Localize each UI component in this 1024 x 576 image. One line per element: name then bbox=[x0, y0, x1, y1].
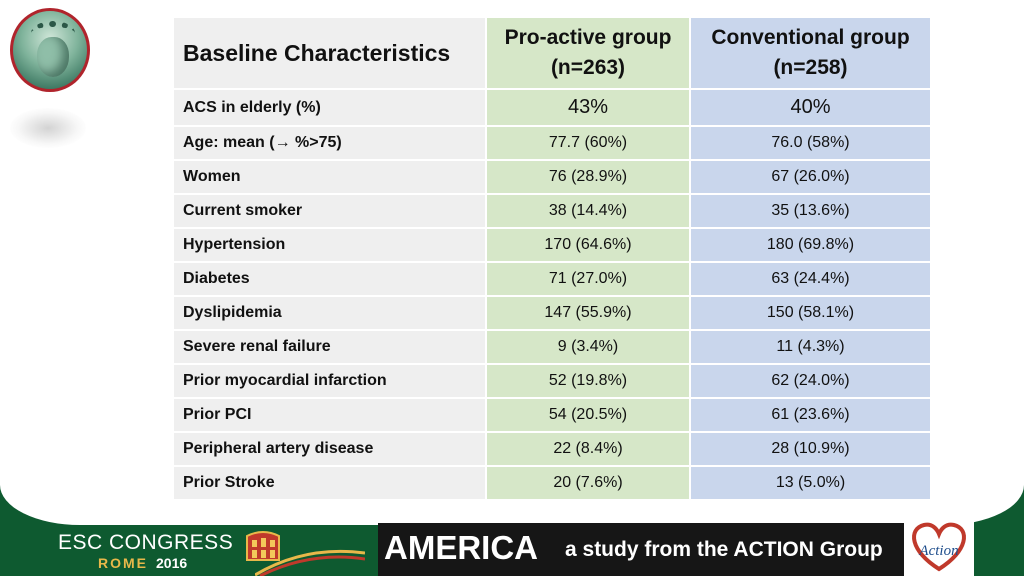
study-name: AMERICA bbox=[384, 529, 538, 566]
statue-of-liberty-logo bbox=[10, 8, 90, 92]
conventional-value: 76.0 (58%) bbox=[689, 125, 932, 161]
conventional-value: 35 (13.6%) bbox=[689, 193, 932, 229]
proactive-value: 77.7 (60%) bbox=[485, 125, 691, 161]
proactive-value: 9 (3.4%) bbox=[485, 329, 691, 365]
table-row: Prior Stroke 20 (7.6%) 13 (5.0%) bbox=[172, 465, 932, 501]
statue-crown-shape bbox=[31, 21, 75, 45]
colosseum-icon bbox=[246, 531, 280, 561]
proactive-value: 54 (20.5%) bbox=[485, 397, 691, 433]
row-label: Dyslipidemia bbox=[172, 295, 487, 331]
table-row: Women 76 (28.9%) 67 (26.0%) bbox=[172, 159, 932, 195]
table-row: Hypertension 170 (64.6%) 180 (69.8%) bbox=[172, 227, 932, 263]
header-characteristic: Baseline Characteristics bbox=[172, 16, 487, 90]
row-label: Prior PCI bbox=[172, 397, 487, 433]
conventional-value: 67 (26.0%) bbox=[689, 159, 932, 195]
header-conventional-title: Conventional group bbox=[711, 26, 910, 49]
proactive-value: 38 (14.4%) bbox=[485, 193, 691, 229]
table-row: Diabetes 71 (27.0%) 63 (24.4%) bbox=[172, 261, 932, 297]
proactive-value: 52 (19.8%) bbox=[485, 363, 691, 399]
table-row: Prior PCI 54 (20.5%) 61 (23.6%) bbox=[172, 397, 932, 433]
conventional-value: 63 (24.4%) bbox=[689, 261, 932, 297]
conventional-value: 13 (5.0%) bbox=[689, 465, 932, 501]
study-tagline: a study from the ACTION Group bbox=[565, 538, 883, 561]
conventional-value: 180 (69.8%) bbox=[689, 227, 932, 263]
conventional-value: 40% bbox=[689, 88, 932, 127]
header-proactive-n: (n=263) bbox=[550, 56, 626, 79]
conventional-value: 150 (58.1%) bbox=[689, 295, 932, 331]
table-row: Peripheral artery disease 22 (8.4%) 28 (… bbox=[172, 431, 932, 467]
row-label: Women bbox=[172, 159, 487, 195]
conventional-value: 11 (4.3%) bbox=[689, 329, 932, 365]
row-label: ACS in elderly (%) bbox=[172, 88, 487, 127]
row-label: Age: mean (→ %>75) bbox=[172, 125, 487, 161]
congress-year: 2016 bbox=[156, 555, 188, 571]
statue-face-shape bbox=[37, 37, 69, 77]
table-row: ACS in elderly (%) 43% 40% bbox=[172, 88, 932, 127]
proactive-value: 170 (64.6%) bbox=[485, 227, 691, 263]
header-conventional-n: (n=258) bbox=[773, 56, 848, 79]
conventional-value: 28 (10.9%) bbox=[689, 431, 932, 467]
proactive-value: 20 (7.6%) bbox=[485, 465, 691, 501]
row-label: Severe renal failure bbox=[172, 329, 487, 365]
study-title-bar: AMERICA a study from the ACTION Group bbox=[378, 523, 904, 576]
slide-content: Baseline Characteristics Pro-active grou… bbox=[0, 0, 1024, 525]
esc-congress-logo: ESC CONGRESS ROME 2016 bbox=[58, 531, 233, 571]
proactive-value: 22 (8.4%) bbox=[485, 431, 691, 467]
row-label: Diabetes bbox=[172, 261, 487, 297]
proactive-value: 147 (55.9%) bbox=[485, 295, 691, 331]
row-label: Prior myocardial infarction bbox=[172, 363, 487, 399]
header-conventional-group: Conventional group (n=258) bbox=[689, 16, 932, 90]
row-label: Peripheral artery disease bbox=[172, 431, 487, 467]
congress-location: ROME 2016 bbox=[98, 555, 187, 571]
header-proactive-title: Pro-active group bbox=[504, 26, 672, 49]
conventional-value: 61 (23.6%) bbox=[689, 397, 932, 433]
action-group-logo: Action bbox=[904, 517, 974, 576]
conventional-value: 62 (24.0%) bbox=[689, 363, 932, 399]
header-proactive-group: Pro-active group (n=263) bbox=[485, 16, 691, 90]
baseline-characteristics-table: Baseline Characteristics Pro-active grou… bbox=[172, 16, 932, 501]
table-row: Prior myocardial infarction 52 (19.8%) 6… bbox=[172, 363, 932, 399]
congress-city: ROME bbox=[98, 555, 148, 571]
row-label: Prior Stroke bbox=[172, 465, 487, 501]
action-logo-text: Action bbox=[918, 543, 958, 559]
table-row: Dyslipidemia 147 (55.9%) 150 (58.1%) bbox=[172, 295, 932, 331]
row-label: Hypertension bbox=[172, 227, 487, 263]
proactive-value: 71 (27.0%) bbox=[485, 261, 691, 297]
esc-congress-text: ESC CONGRESS bbox=[58, 531, 234, 554]
table-row: Severe renal failure 9 (3.4%) 11 (4.3%) bbox=[172, 329, 932, 365]
decorative-swoosh bbox=[255, 549, 365, 576]
row-label: Current smoker bbox=[172, 193, 487, 229]
decorative-smudge bbox=[10, 108, 86, 148]
proactive-value: 43% bbox=[485, 88, 691, 127]
table-row: Age: mean (→ %>75) 77.7 (60%) 76.0 (58%) bbox=[172, 125, 932, 161]
table-header-row: Baseline Characteristics Pro-active grou… bbox=[172, 16, 932, 90]
proactive-value: 76 (28.9%) bbox=[485, 159, 691, 195]
table-row: Current smoker 38 (14.4%) 35 (13.6%) bbox=[172, 193, 932, 229]
